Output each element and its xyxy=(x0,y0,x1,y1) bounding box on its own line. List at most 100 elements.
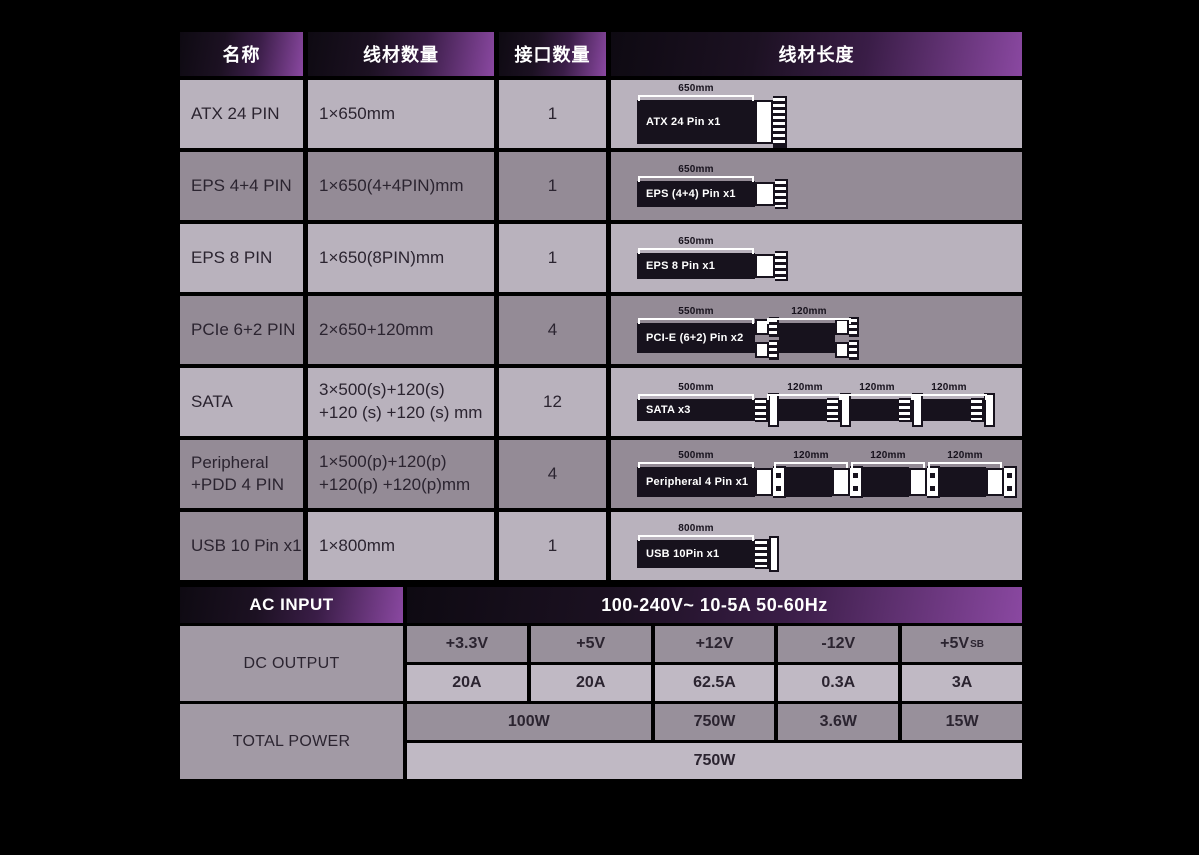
measure-label: 120mm xyxy=(859,382,895,393)
dc-rail-cell: +5V xyxy=(530,626,651,662)
rail-label: +3.3V xyxy=(445,635,489,652)
connector-pins-part xyxy=(971,398,984,422)
connector-body-part xyxy=(912,393,923,427)
usb-connector-icon xyxy=(755,536,779,572)
cable-qty-cell: 1×650mm xyxy=(308,80,494,148)
cable-length-diagram: 800mm USB 10Pin x1 xyxy=(611,512,1022,580)
cable-bar: 650mm EPS (4+4) Pin x1 xyxy=(637,164,755,207)
connector-body-part xyxy=(835,341,849,358)
cable-qty-cell: 1×500(p)+120(p) +120(p) +120(p)mm xyxy=(308,440,494,508)
cable-length-cell: 500mm SATA x3 120mm 120mm 120mm xyxy=(611,368,1022,436)
connector-body-part xyxy=(840,393,851,427)
cable-name-cell: Peripheral +PDD 4 PIN xyxy=(180,440,303,508)
dc-current-cell: 20A xyxy=(407,665,527,701)
watt-cell: 3.6W xyxy=(778,704,899,740)
measure-line xyxy=(774,462,848,468)
measure-label: 650mm xyxy=(678,83,714,94)
connector-count-cell: 4 xyxy=(499,296,606,364)
pcie-connector-half xyxy=(755,339,779,360)
measure-bracket: 650mm xyxy=(638,80,754,101)
measure-bracket: 120mm xyxy=(774,447,848,468)
connector-pins-part xyxy=(899,398,912,422)
connector-body-part xyxy=(835,318,849,335)
measure-line xyxy=(928,462,1002,468)
molex-connector-icon xyxy=(986,466,1017,498)
cable-length-diagram: 650mm ATX 24 Pin x1 xyxy=(611,80,1022,148)
connector-pins-part xyxy=(775,179,788,209)
connector-pins-part xyxy=(773,96,787,148)
rail-label: +5V xyxy=(576,635,606,652)
connector-body-part xyxy=(755,341,769,358)
cable-bar-label: EPS (4+4) Pin x1 xyxy=(646,188,736,200)
connector-molex-part xyxy=(927,466,940,498)
measure-line xyxy=(851,462,925,468)
cable-qty-cell: 1×650(8PIN)mm xyxy=(308,224,494,292)
cable-length-cell: 800mm USB 10Pin x1 xyxy=(611,512,1022,580)
dc-rail-cell: +12V xyxy=(654,626,775,662)
dc-current-cell: 3A xyxy=(902,665,1022,701)
cable-length-cell: 550mm PCI-E (6+2) Pin x2 120mm xyxy=(611,296,1022,364)
dc-current-cell: 20A xyxy=(530,665,651,701)
pcie-connector-icon xyxy=(835,316,859,360)
cable-segment: 120mm xyxy=(911,382,987,421)
measure-bracket: 120mm xyxy=(851,447,925,468)
watt-cell: 100W xyxy=(407,704,651,740)
ac-input-header: AC INPUT xyxy=(180,587,403,623)
measure-bracket: 800mm xyxy=(638,520,754,541)
rail-label: +12V xyxy=(695,635,734,652)
measure-line xyxy=(638,176,754,182)
power-spec-table: AC INPUT 100-240V~ 10-5A 50-60Hz DC OUTP… xyxy=(180,587,1022,779)
connector-molex-part xyxy=(1004,466,1017,498)
column-header-cable-length: 线材长度 xyxy=(611,32,1022,76)
sata-connector-icon xyxy=(899,393,923,427)
cable-bar: 500mm Peripheral 4 Pin x1 xyxy=(637,450,755,497)
measure-label: 650mm xyxy=(678,236,714,247)
connector-body-part xyxy=(755,318,769,335)
cable-bar-label: USB 10Pin x1 xyxy=(646,548,720,560)
ac-input-value: 100-240V~ 10-5A 50-60Hz xyxy=(407,587,1022,623)
measure-line xyxy=(638,394,754,400)
measure-label: 120mm xyxy=(931,382,967,393)
dc-rail-cell: +5V SB xyxy=(902,626,1022,662)
connector-body-part xyxy=(832,468,850,496)
connector-count-cell: 1 xyxy=(499,152,606,220)
column-header-connector-qty: 接口数量 xyxy=(499,32,606,76)
cable-length-cell: 650mm EPS (4+4) Pin x1 xyxy=(611,152,1022,220)
pcie-connector-half xyxy=(835,339,859,360)
eps-connector-icon xyxy=(755,179,788,209)
sata-connector-icon xyxy=(971,393,995,427)
connector-pins-part xyxy=(755,539,769,569)
cable-qty-cell: 1×650(4+4PIN)mm xyxy=(308,152,494,220)
cable-segment: 120mm xyxy=(774,450,848,497)
connector-body-part xyxy=(769,536,779,572)
connector-body-part xyxy=(755,254,775,278)
cable-name-cell: PCIe 6+2 PIN xyxy=(180,296,303,364)
dc-current-cell: 0.3A xyxy=(778,665,899,701)
cable-bar: 500mm SATA x3 xyxy=(637,382,755,421)
cable-length-diagram: 500mm Peripheral 4 Pin x1 120mm 120mm 120mm xyxy=(611,440,1022,508)
total-power-label: TOTAL POWER xyxy=(180,704,403,779)
rail-label: +5V xyxy=(940,635,970,652)
measure-label: 120mm xyxy=(787,382,823,393)
measure-line xyxy=(638,462,754,468)
measure-label: 650mm xyxy=(678,164,714,175)
molex-connector-icon xyxy=(832,466,863,498)
cable-length-diagram: 500mm SATA x3 120mm 120mm 120mm xyxy=(611,368,1022,436)
measure-label: 550mm xyxy=(678,306,714,317)
connector-molex-part xyxy=(850,466,863,498)
sata-connector-icon xyxy=(827,393,851,427)
connector-body-part xyxy=(755,182,775,206)
measure-label: 120mm xyxy=(793,450,829,461)
eps-connector-icon xyxy=(755,251,788,281)
molex-connector-icon xyxy=(755,466,786,498)
cable-segment: 120mm xyxy=(851,450,925,497)
atx-connector-icon xyxy=(755,96,787,148)
connector-body-part xyxy=(986,468,1004,496)
connector-count-cell: 1 xyxy=(499,512,606,580)
cable-length-cell: 500mm Peripheral 4 Pin x1 120mm 120mm 120mm xyxy=(611,440,1022,508)
connector-pins-part xyxy=(849,316,859,337)
cable-length-cell: 650mm ATX 24 Pin x1 xyxy=(611,80,1022,148)
measure-line xyxy=(638,248,754,254)
cable-name-cell: SATA xyxy=(180,368,303,436)
